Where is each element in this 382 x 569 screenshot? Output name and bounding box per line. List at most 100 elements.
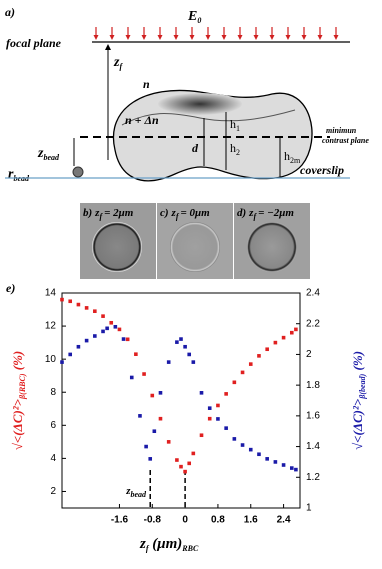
- point: [84, 338, 89, 343]
- y2-tick-label: 1.8: [306, 380, 320, 391]
- point: [179, 464, 183, 469]
- point: [216, 403, 220, 408]
- point: [183, 344, 187, 349]
- point: [175, 458, 179, 462]
- zbead-sub: bead: [43, 153, 60, 162]
- point: [76, 302, 81, 307]
- rbc-inner: [121, 109, 296, 126]
- point: [166, 360, 171, 364]
- y-tick-label: 2: [50, 486, 56, 497]
- annotation-main: z: [125, 485, 131, 497]
- zf-main: z: [113, 55, 120, 70]
- field-arrow-head: [253, 35, 259, 40]
- point: [224, 426, 228, 430]
- chart: 2 4 6 8 10 12 14 1 1.2 1.4 1.6 1.8 2 2.2 2.4 -1.6 -0.8 0 0…: [10, 288, 367, 553]
- h1-label: h1: [230, 117, 240, 133]
- y2-tick-label: 1: [306, 503, 312, 514]
- y-axis-label: √<(ΔC)²>β(RBC) (%): [10, 351, 27, 451]
- h2-main: h: [230, 141, 236, 155]
- y-axis-label: √<(ΔC)²>β(bead) (%): [350, 351, 367, 450]
- point: [191, 451, 196, 456]
- point: [289, 330, 294, 335]
- rbead-main: r: [8, 167, 14, 182]
- point: [187, 461, 192, 466]
- point: [187, 352, 192, 357]
- point: [179, 337, 183, 341]
- x-label-sub2: RBC: [181, 544, 199, 553]
- y2-tick-label: 2: [306, 349, 312, 360]
- field-arrow-head: [285, 35, 291, 40]
- cell-image: [92, 222, 142, 272]
- d-label: d: [192, 141, 199, 155]
- point: [105, 326, 109, 331]
- image-label: c) zf = 0μm: [160, 207, 210, 221]
- y-label-main: √<(ΔC)²>: [10, 398, 25, 450]
- x-axis-label: zf (μm)RBC: [139, 536, 199, 553]
- rbead-label: rbead: [8, 167, 30, 183]
- h2m-sub: 2m: [290, 156, 301, 165]
- point: [158, 391, 163, 395]
- field-arrow-head: [317, 35, 323, 40]
- h1-main: h: [230, 117, 236, 131]
- point: [60, 297, 64, 302]
- point: [248, 362, 253, 366]
- y-tick-label: 6: [50, 420, 56, 431]
- point: [240, 443, 245, 447]
- y2-tick-label: 2.4: [306, 288, 320, 299]
- point: [76, 344, 81, 349]
- h1-sub: 1: [236, 124, 240, 133]
- min-plane-label: minimun: [326, 126, 357, 135]
- field-arrow-head: [109, 35, 115, 40]
- point: [148, 457, 153, 461]
- y-tick-label: 12: [45, 321, 57, 332]
- y2-tick-label: 1.2: [306, 472, 320, 483]
- field-arrow-head: [221, 35, 227, 40]
- point: [232, 437, 237, 441]
- point: [240, 370, 245, 375]
- panel-label: e): [6, 281, 15, 295]
- point: [101, 314, 105, 318]
- point: [216, 417, 220, 421]
- point: [68, 299, 73, 304]
- annotation: zbead: [125, 485, 147, 499]
- y-label-unit: (%): [10, 351, 25, 374]
- x-tick-label: 0.8: [211, 515, 225, 526]
- point: [138, 414, 142, 418]
- min-plane-label: contrast plane: [322, 136, 369, 145]
- image-label-z: z: [248, 207, 254, 219]
- point: [93, 334, 97, 338]
- cell-image: [247, 222, 297, 272]
- point: [101, 329, 105, 334]
- y-label-sub: β(RBC): [18, 373, 27, 400]
- x-label-unit: (μm): [149, 536, 183, 552]
- point: [199, 391, 204, 395]
- y-label-unit: (%): [350, 351, 365, 374]
- field-arrow-head: [157, 35, 163, 40]
- point: [121, 337, 126, 341]
- point: [265, 457, 269, 461]
- y-tick-label: 14: [45, 288, 57, 299]
- point: [125, 337, 130, 342]
- h2m-label: h2m: [284, 149, 301, 165]
- point: [142, 372, 146, 376]
- point: [224, 392, 228, 396]
- point: [150, 393, 155, 398]
- image-label-sub: f: [176, 212, 180, 221]
- cell-image: [170, 222, 220, 272]
- x-label-sub: f: [146, 544, 150, 553]
- y-tick-label: 10: [45, 354, 57, 365]
- point: [207, 406, 212, 410]
- x-tick-label: -1.6: [111, 515, 129, 526]
- x-label-main: z: [139, 536, 146, 552]
- point: [281, 463, 286, 467]
- field-arrow-head: [173, 35, 179, 40]
- point: [273, 340, 278, 345]
- point: [289, 466, 294, 470]
- field-arrow-head: [333, 35, 339, 40]
- y-label-sub: β(bead): [358, 373, 367, 399]
- image-label-id: d): [237, 207, 246, 219]
- field-arrow-head: [189, 35, 195, 40]
- point: [93, 309, 97, 313]
- point: [117, 327, 122, 332]
